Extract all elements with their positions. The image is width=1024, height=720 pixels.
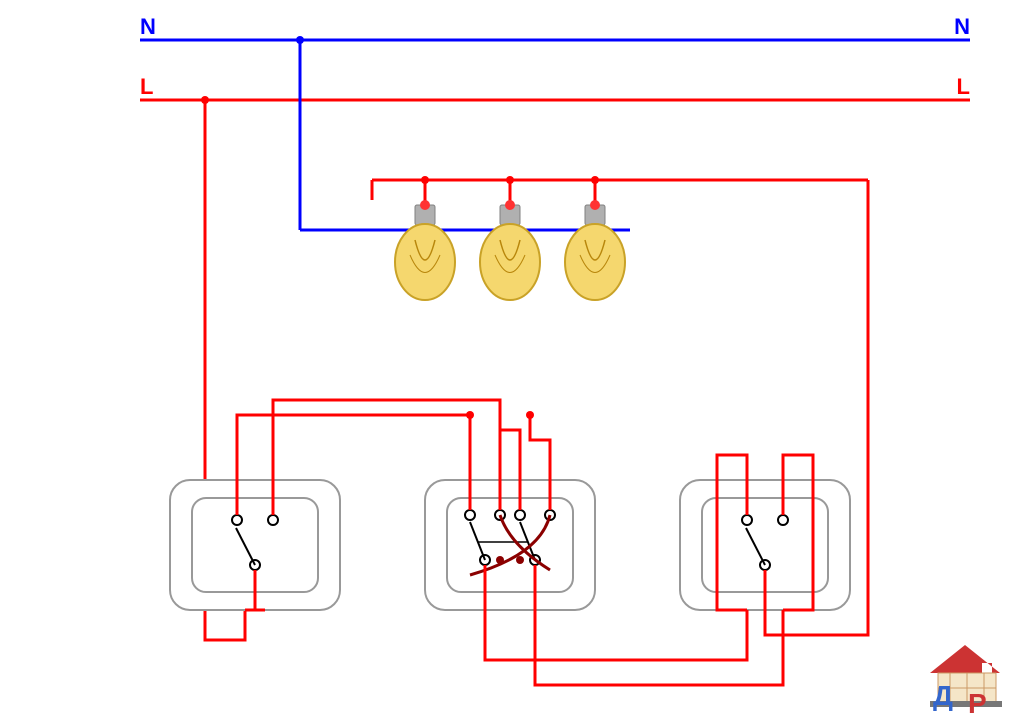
switch-middle <box>425 480 595 610</box>
node-dot <box>466 411 474 419</box>
traveller-c-mid-right <box>485 610 747 660</box>
logo-letter-d: Д <box>933 680 953 711</box>
node-dot <box>526 411 534 419</box>
bulb-1 <box>395 200 455 300</box>
line-label-right: L <box>957 74 970 99</box>
wire <box>530 415 550 480</box>
logo: Д Р <box>930 645 1002 719</box>
wiring-diagram: N N L L <box>0 0 1024 720</box>
node-dot <box>591 176 599 184</box>
logo-letter-p: Р <box>968 688 987 719</box>
neutral-label-right: N <box>954 14 970 39</box>
neutral-label-left: N <box>140 14 156 39</box>
node-dot <box>421 176 429 184</box>
line-label-left: L <box>140 74 153 99</box>
bulb-3 <box>565 200 625 300</box>
bulb-2 <box>480 200 540 300</box>
node-dot <box>296 36 304 44</box>
traveller-b-left-mid <box>273 400 520 480</box>
node-dot <box>506 176 514 184</box>
